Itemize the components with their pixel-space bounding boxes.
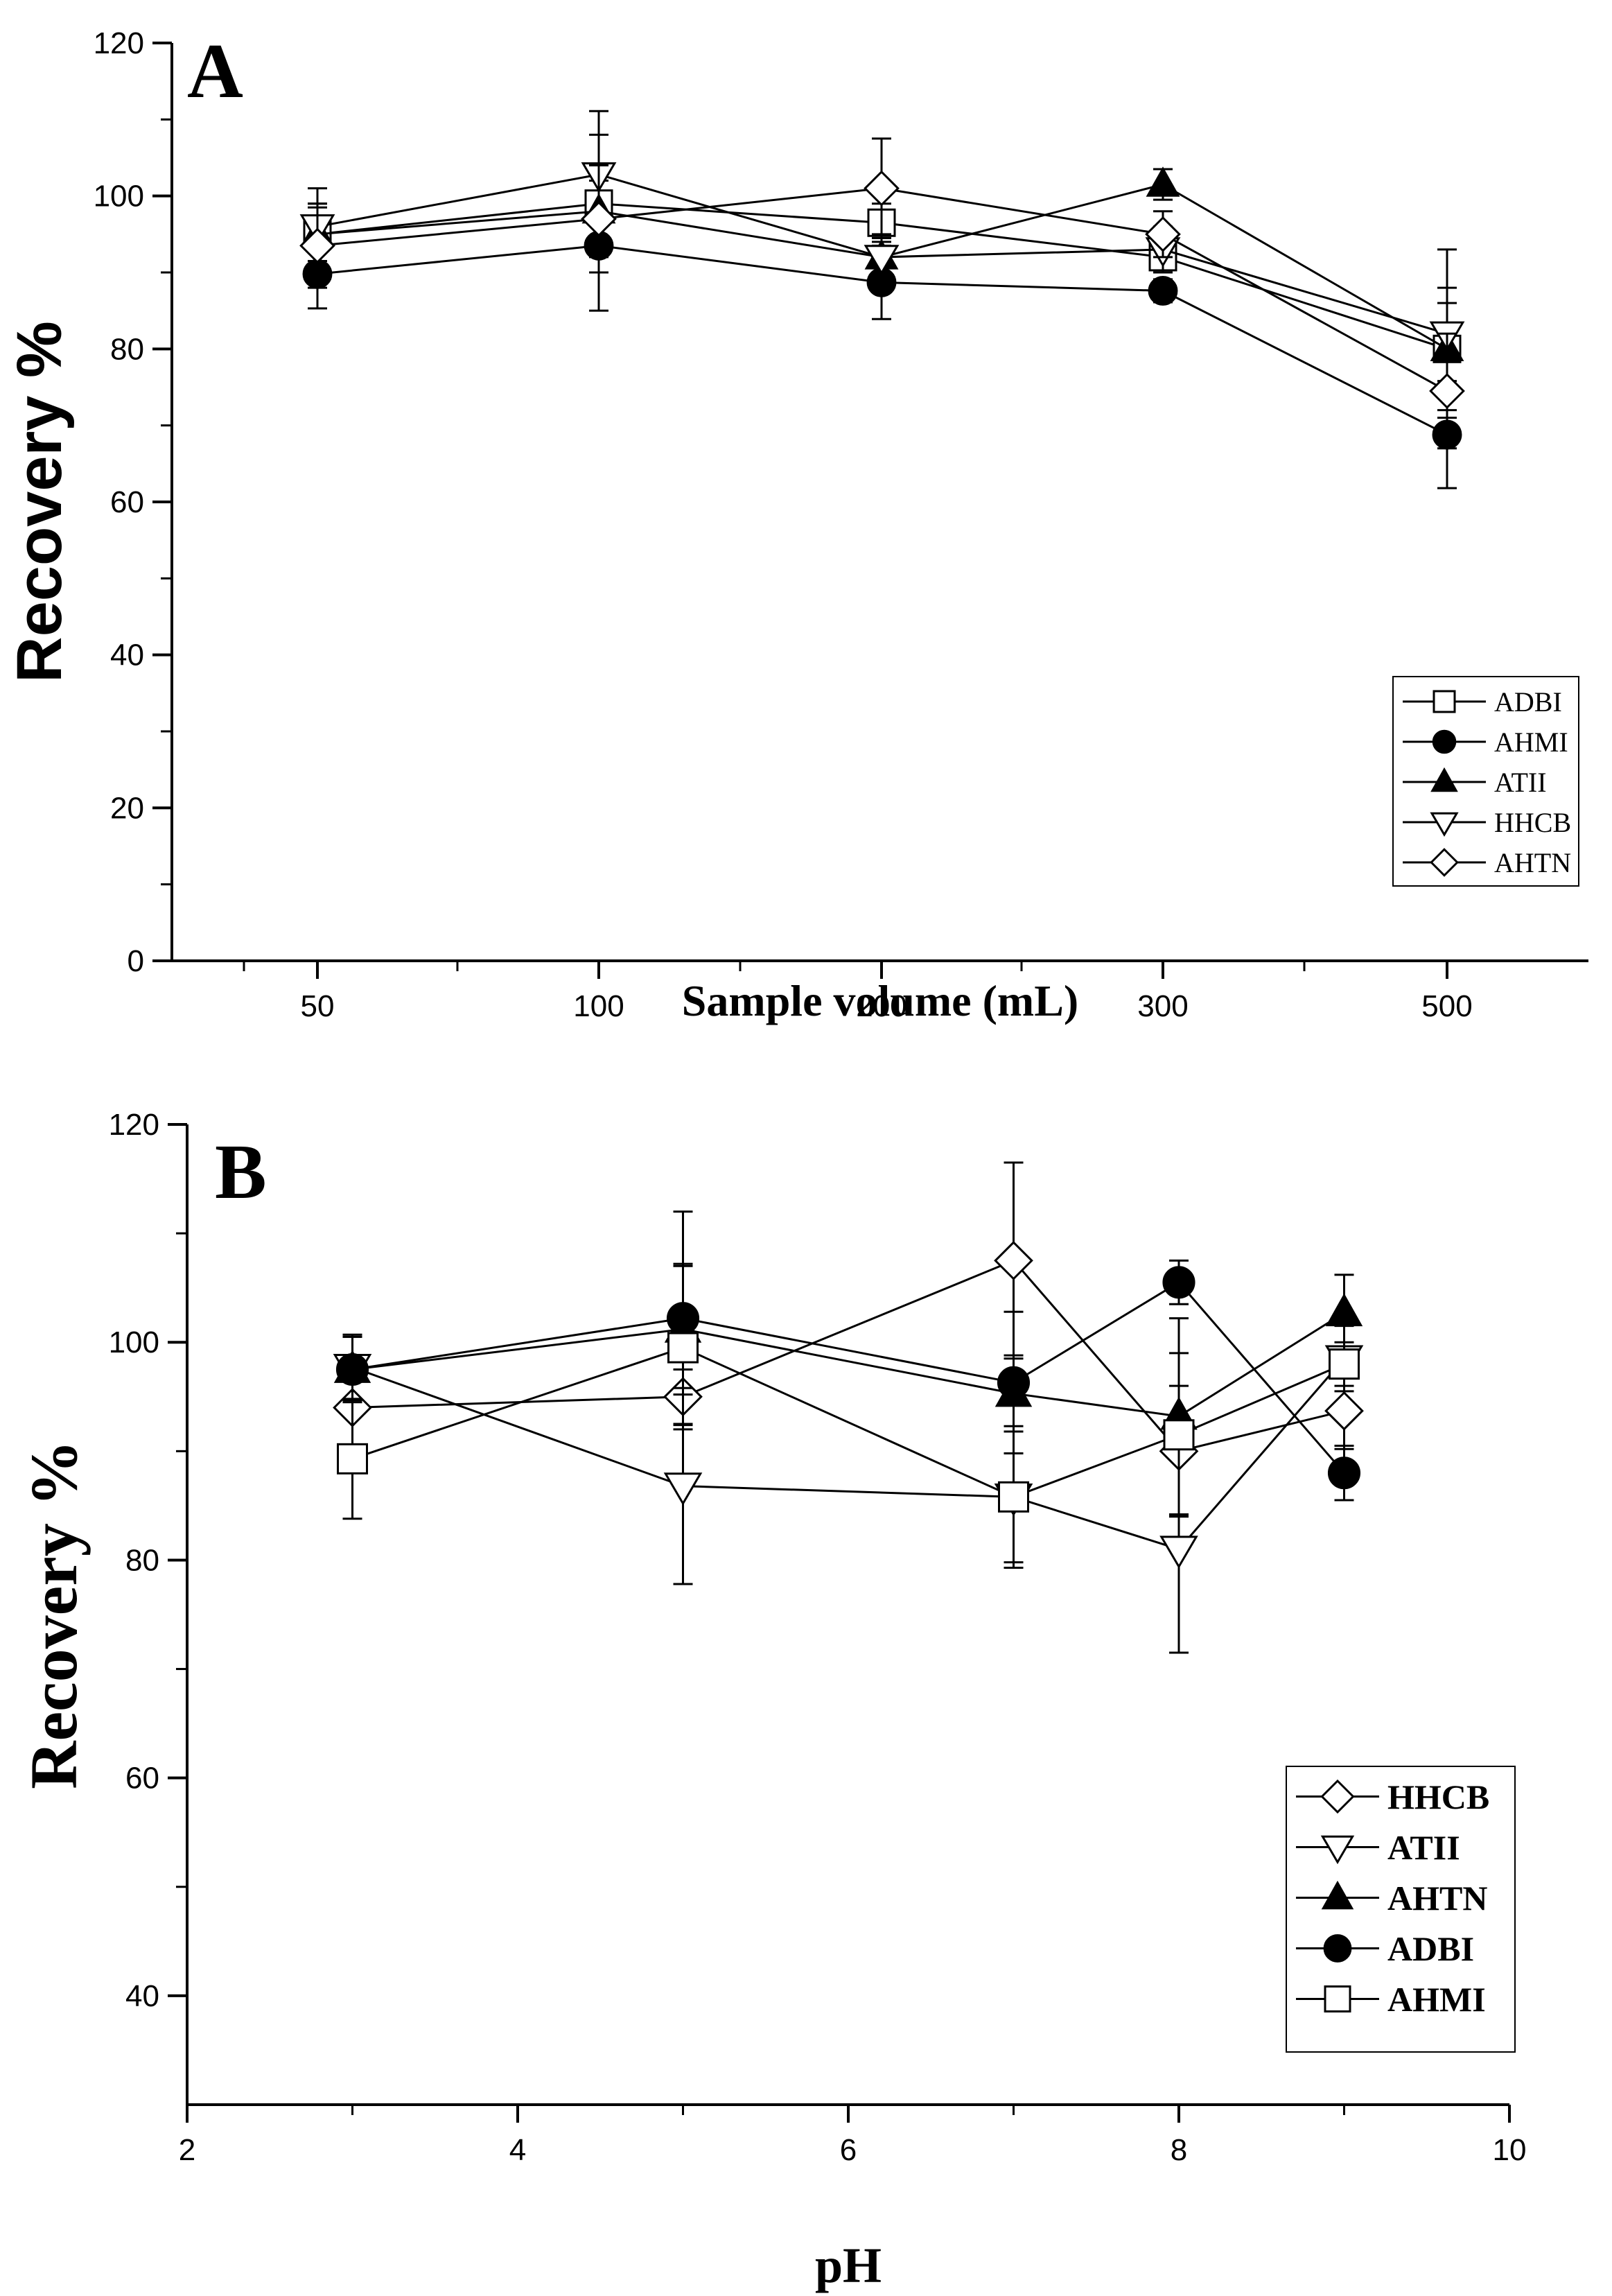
legend-marker [1433,690,1456,713]
y-tick-label: 120 [94,26,144,60]
data-point [663,1472,703,1506]
panel-a-chart: 0 20 40 60 80 100 120 50 100 200 300 500 Sample volu… [4,26,1588,1025]
data-point [864,245,900,275]
series-ahmi [337,1264,1360,1569]
panel-label: B [215,1129,267,1215]
x-tick-label: 200 [856,989,906,1023]
data-point [581,200,617,237]
legend-label: HHCB [1494,807,1571,838]
y-tick-label: 20 [110,791,144,825]
legend-label: ADBI [1387,1929,1474,1968]
y-tick-label: 100 [94,180,144,214]
legend-label: ATII [1494,767,1547,798]
data-point [1324,1391,1364,1431]
series-ahtn [299,137,1465,450]
legend-marker [1324,1985,1351,2012]
x-tick-label: 50 [301,989,335,1023]
y-axis-label: Recovery % [17,1440,91,1789]
x-tick-label: 2 [179,2133,195,2167]
x-tick-label: 300 [1137,989,1188,1023]
series-ahtn [333,1262,1363,1515]
y-tick-label: 40 [110,638,144,672]
data-point [1329,1348,1360,1380]
x-tick-label: 10 [1493,2133,1527,2167]
legend: ADBI AHMI ATII HHCB AHTN [1392,676,1579,887]
legend-label: AHTN [1387,1879,1487,1917]
data-point [998,1481,1029,1513]
data-point [335,1353,369,1386]
data-point [337,1443,368,1475]
legend-marker [1432,729,1457,754]
legend-marker [1323,1934,1352,1963]
legend-marker [1430,812,1459,837]
data-point [864,170,900,207]
legend: HHCB ATII AHTN ADBI AHMI [1286,1766,1516,2053]
y-tick-label: 80 [110,332,144,366]
data-point [1162,1266,1195,1299]
legend-label: AHMI [1494,727,1568,758]
y-tick-label: 100 [109,1325,159,1359]
series-line [352,1346,1345,1498]
y-tick-label: 60 [110,485,144,519]
data-point [667,1332,699,1364]
data-point [997,1366,1031,1399]
data-point [994,1241,1033,1280]
x-tick-label: 4 [509,2133,526,2167]
legend-label: AHMI [1387,1980,1486,2019]
series-line [352,1280,1345,1474]
x-tick-label: 500 [1421,989,1472,1023]
data-point [1159,1536,1198,1569]
y-axis-label: Recovery % [4,321,75,683]
x-tick-label: 100 [573,989,624,1023]
series-atii [333,1325,1364,1654]
legend-marker [1320,1779,1355,1814]
series-hhcb [333,1161,1364,1518]
data-point [1145,216,1181,252]
legend-marker [1320,1835,1355,1865]
y-tick-label: 80 [125,1543,159,1577]
y-tick-label: 40 [125,1979,159,2013]
data-point [1163,1419,1195,1451]
legend-marker [1430,767,1458,792]
x-axis-label: Sample volume (mL) [682,976,1078,1025]
series-adbi [335,1210,1361,1502]
data-point [1146,166,1180,197]
y-tick-label: 60 [125,1762,159,1795]
panel-label: A [187,28,243,114]
data-point [1325,1293,1363,1327]
x-tick-label: 8 [1171,2133,1187,2167]
legend-label: ATII [1387,1828,1460,1867]
legend-marker [1430,848,1459,877]
data-point [1148,276,1178,306]
panel-b-chart: 40 60 80 100 120 2 4 6 8 10 pH Recovery % B HHCB ATII A… [17,1108,1526,2293]
y-tick-label: 0 [128,944,144,978]
legend-label: AHTN [1494,847,1571,878]
y-tick-label: 120 [109,1108,159,1142]
data-point [299,227,335,264]
legend-label: HHCB [1387,1777,1489,1816]
x-axis-label: pH [815,2238,882,2293]
legend-label: ADBI [1494,686,1562,718]
x-tick-label: 6 [840,2133,857,2167]
data-point [1429,373,1465,409]
legend-marker [1321,1880,1354,1910]
data-point [1327,1456,1361,1490]
